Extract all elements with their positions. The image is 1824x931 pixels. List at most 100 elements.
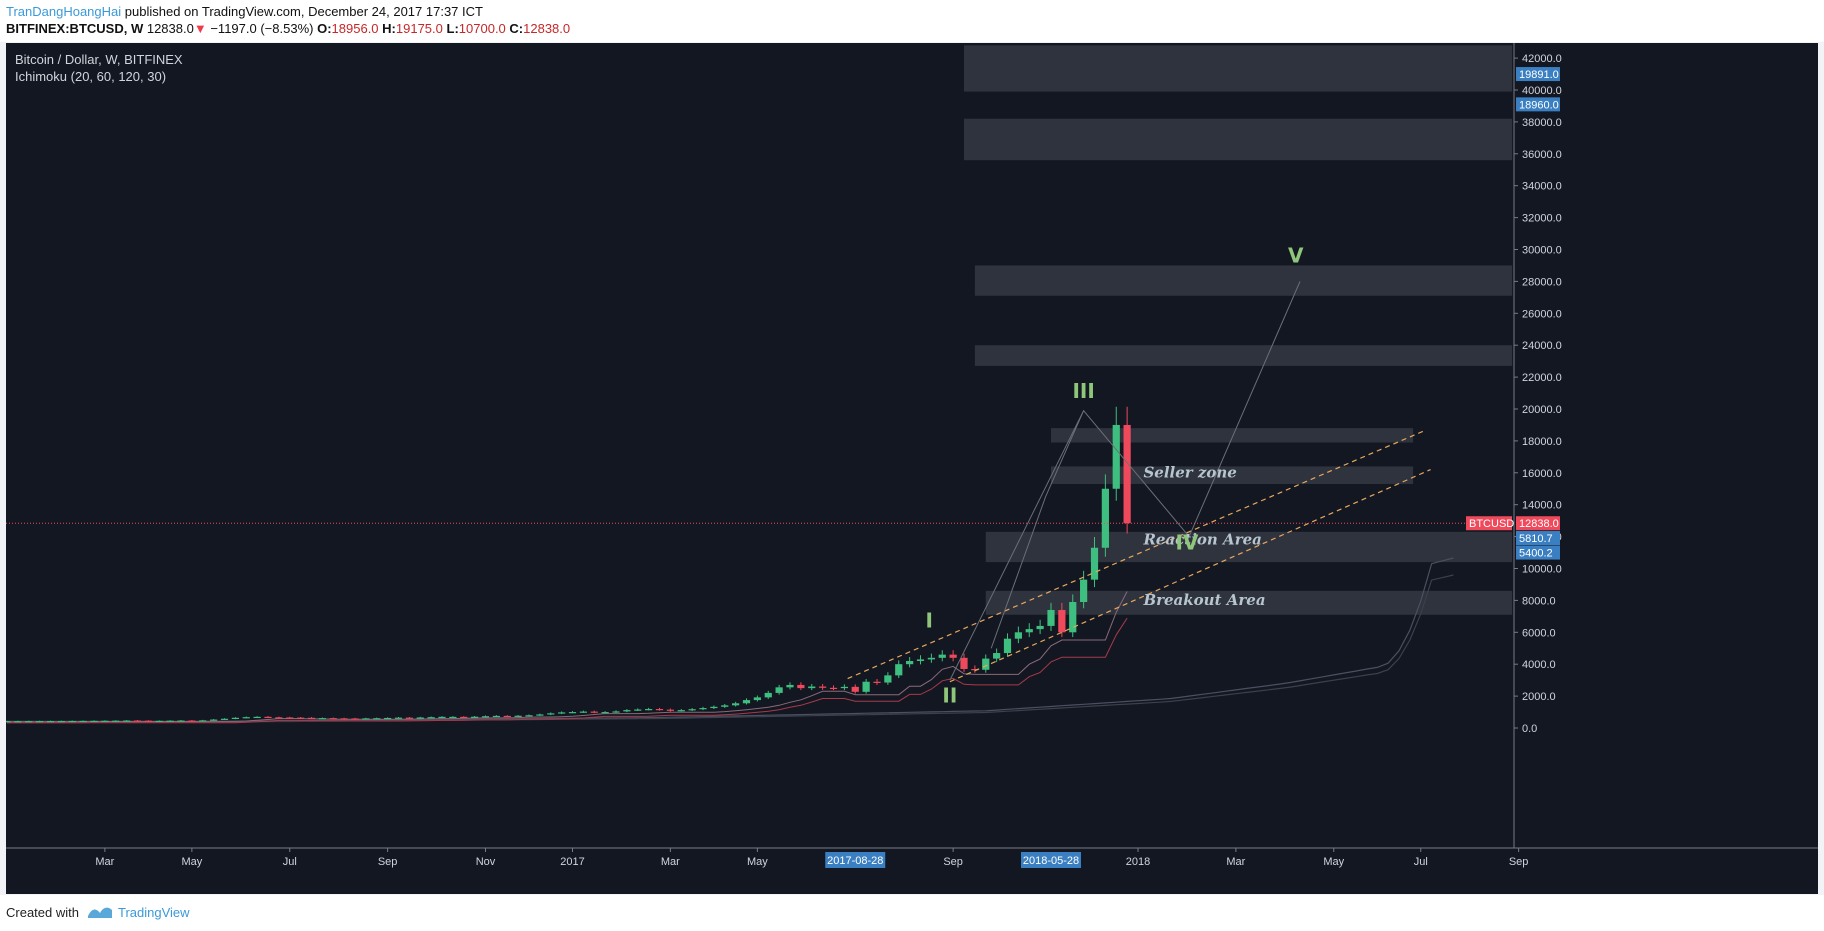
candle[interactable] — [384, 717, 392, 720]
candle[interactable] — [1069, 601, 1077, 633]
candle[interactable] — [742, 700, 751, 704]
candle[interactable] — [460, 716, 468, 719]
candle[interactable] — [938, 654, 946, 658]
candle[interactable] — [177, 720, 185, 722]
candle[interactable] — [242, 717, 250, 719]
candle[interactable] — [721, 705, 729, 707]
candle[interactable] — [688, 709, 696, 711]
wave-label[interactable]: II — [942, 683, 957, 707]
candle[interactable] — [949, 654, 957, 658]
candle[interactable] — [710, 706, 718, 709]
candle[interactable] — [732, 703, 740, 706]
candle[interactable] — [6, 721, 11, 723]
wave-label[interactable]: IV — [1175, 530, 1198, 554]
candle[interactable] — [253, 716, 261, 719]
candle[interactable] — [68, 720, 76, 723]
candle[interactable] — [993, 653, 1001, 659]
candle[interactable] — [568, 712, 577, 714]
candle[interactable] — [612, 711, 620, 713]
candle[interactable] — [1090, 547, 1099, 580]
candle[interactable] — [666, 709, 674, 711]
candle[interactable] — [655, 709, 664, 711]
candle[interactable] — [188, 720, 196, 722]
candle[interactable] — [808, 686, 816, 689]
candle[interactable] — [601, 712, 609, 714]
candle[interactable] — [797, 684, 805, 689]
candle[interactable] — [79, 720, 87, 723]
candle[interactable] — [677, 710, 685, 712]
candle[interactable] — [971, 668, 979, 671]
candle[interactable] — [57, 720, 65, 723]
elliott-wave-path[interactable] — [949, 281, 1301, 681]
candle[interactable] — [1047, 609, 1055, 626]
candle[interactable] — [449, 716, 457, 719]
candle[interactable] — [558, 712, 566, 714]
candle[interactable] — [133, 720, 142, 722]
candle[interactable] — [623, 710, 631, 712]
candle[interactable] — [862, 681, 870, 692]
zone-label[interactable]: Breakout Area — [1142, 591, 1265, 609]
candle[interactable] — [1123, 424, 1131, 524]
candle[interactable] — [25, 721, 33, 723]
candle[interactable] — [46, 721, 55, 723]
candle[interactable] — [481, 716, 490, 718]
candle[interactable] — [525, 715, 533, 717]
candle[interactable] — [753, 697, 761, 701]
candle[interactable] — [536, 714, 544, 716]
price-zone[interactable] — [974, 265, 1513, 296]
candle[interactable] — [927, 657, 935, 660]
wave-label[interactable]: V — [1288, 243, 1304, 267]
candle[interactable] — [829, 687, 838, 690]
candle[interactable] — [471, 716, 479, 718]
zone-label[interactable]: Reaction Area — [1142, 531, 1261, 549]
candle[interactable] — [220, 718, 229, 720]
candle[interactable] — [14, 721, 22, 723]
candle[interactable] — [819, 686, 827, 688]
candle[interactable] — [764, 692, 772, 698]
candle[interactable] — [547, 713, 555, 715]
candle[interactable] — [329, 718, 337, 720]
tradingview-brand[interactable]: TradingView — [118, 905, 190, 920]
candle[interactable] — [840, 686, 848, 689]
candle[interactable] — [155, 720, 163, 723]
candle[interactable] — [1014, 632, 1022, 639]
candle[interactable] — [307, 717, 316, 719]
candle[interactable] — [373, 718, 381, 720]
price-zone[interactable] — [974, 345, 1513, 366]
elliott-wave-path[interactable] — [990, 410, 1085, 649]
candle[interactable] — [275, 717, 283, 719]
candle[interactable] — [645, 709, 653, 711]
candle[interactable] — [405, 717, 413, 719]
candle[interactable] — [786, 684, 794, 688]
candle[interactable] — [438, 716, 446, 719]
candle[interactable] — [318, 718, 326, 720]
zone-label[interactable]: Seller zone — [1143, 464, 1236, 482]
price-zone[interactable] — [985, 590, 1513, 615]
candle[interactable] — [286, 717, 294, 719]
candle[interactable] — [982, 658, 990, 670]
candle[interactable] — [960, 657, 968, 669]
candle[interactable] — [916, 659, 925, 662]
candle[interactable] — [166, 720, 174, 722]
candle[interactable] — [884, 675, 892, 683]
candle[interactable] — [906, 661, 914, 665]
candle[interactable] — [1112, 424, 1120, 489]
candle[interactable] — [394, 717, 403, 719]
candle[interactable] — [1036, 625, 1044, 630]
candle[interactable] — [199, 720, 207, 722]
legend-indicator[interactable]: Ichimoku (20, 60, 120, 30) — [15, 69, 167, 84]
candle[interactable] — [634, 709, 642, 711]
candle[interactable] — [1025, 629, 1033, 633]
candle[interactable] — [36, 721, 44, 723]
candle[interactable] — [1058, 609, 1066, 633]
candle[interactable] — [101, 720, 109, 722]
wave-label[interactable]: I — [925, 609, 932, 633]
candle[interactable] — [514, 715, 522, 717]
candle[interactable] — [297, 717, 305, 719]
candle[interactable] — [427, 717, 435, 719]
candle[interactable] — [264, 716, 272, 719]
chart-area[interactable]: Seller zone Reaction Area Breakout Area I II… — [6, 43, 1818, 894]
candle[interactable] — [503, 715, 511, 718]
candle[interactable] — [775, 687, 783, 693]
